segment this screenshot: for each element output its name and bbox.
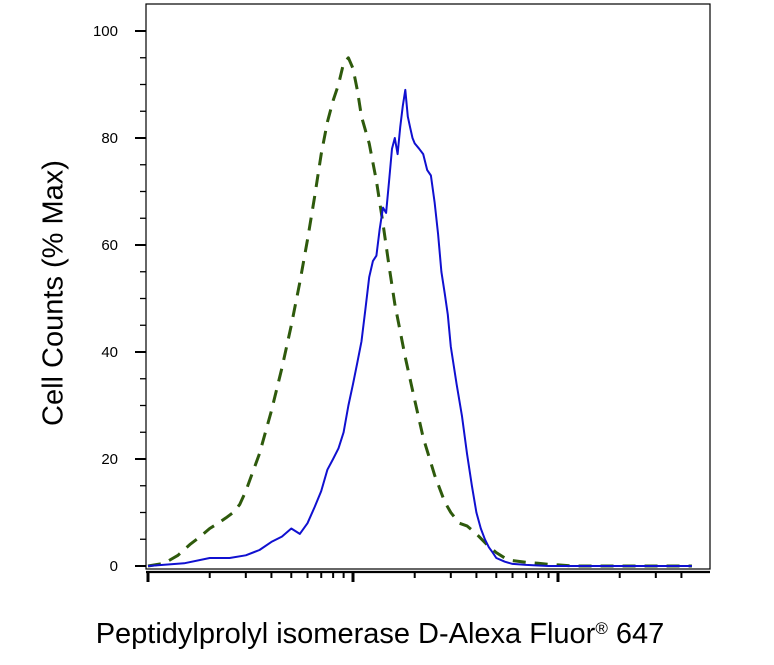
x-axis-title: Peptidylprolyl isomerase D-Alexa Fluor® … — [96, 618, 665, 650]
x-axis-title-registered: ® — [595, 619, 608, 638]
x-axis — [146, 570, 710, 582]
sample-histogram-line — [147, 88, 692, 567]
plot-frame — [145, 3, 711, 570]
y-tick-label: 20 — [101, 451, 118, 468]
control-histogram-line — [147, 56, 692, 568]
series-layer — [147, 56, 692, 568]
x-axis-title-suffix: 647 — [608, 618, 664, 650]
y-axis: 0 20 40 60 80 100 — [93, 23, 146, 575]
y-tick-label: 100 — [93, 23, 118, 40]
y-tick-label: 80 — [101, 130, 118, 147]
y-axis-title: Cell Counts (% Max) — [38, 160, 70, 426]
y-tick-label: 0 — [110, 558, 118, 575]
x-axis-title-main: Peptidylprolyl isomerase D-Alexa Fluor — [96, 618, 596, 650]
y-tick-label: 60 — [101, 237, 118, 254]
y-tick-label: 40 — [101, 344, 118, 361]
